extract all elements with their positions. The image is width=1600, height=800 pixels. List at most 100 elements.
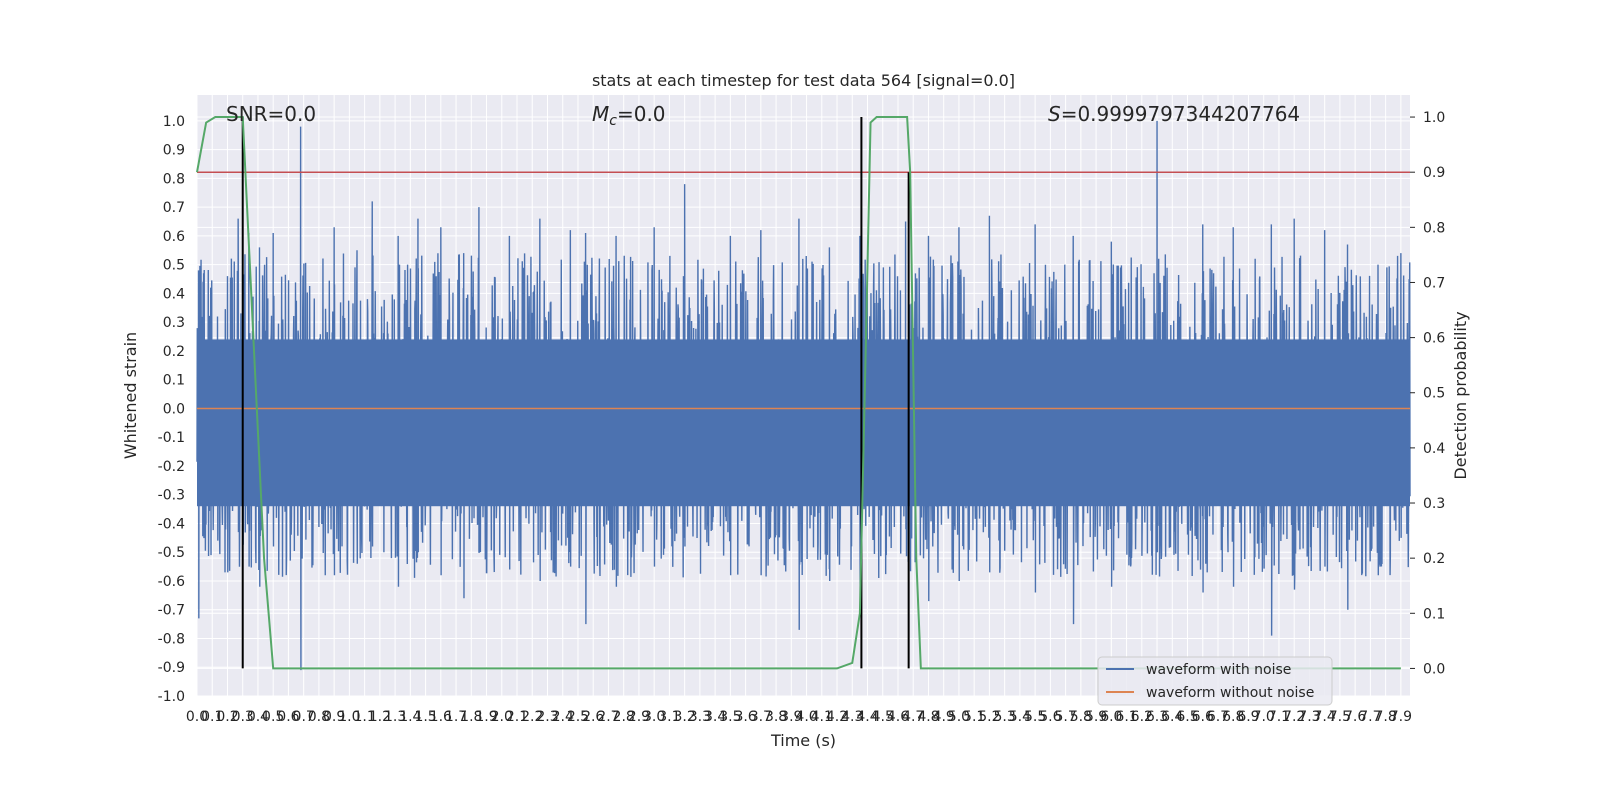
y-tick-label: 0.5 <box>163 258 185 274</box>
x-tick-label: 7.5 <box>1329 709 1351 725</box>
x-tick-label: 1.4 <box>399 709 421 725</box>
y2-tick-label: 0.1 <box>1423 606 1445 622</box>
mc-value: =0.0 <box>617 102 666 126</box>
x-tick-label: 1.8 <box>460 709 482 725</box>
x-tick-label: 5.2 <box>978 709 1000 725</box>
x-tick-label: 4.8 <box>917 709 939 725</box>
x-tick-label: 4.5 <box>872 709 894 725</box>
y-tick-label: 0.2 <box>163 344 185 360</box>
x-tick-label: 5.5 <box>1024 709 1046 725</box>
x-tick-label: 6.5 <box>1176 709 1198 725</box>
x-tick-label: 3.2 <box>674 709 696 725</box>
x-tick-label: 2.8 <box>613 709 635 725</box>
x-tick-label: 6.0 <box>1100 709 1122 725</box>
annotation-snr: SNR=0.0 <box>226 102 316 126</box>
x-tick-label: 4.3 <box>841 709 863 725</box>
series-detection-probability <box>196 116 1401 670</box>
x-tick-label: 6.2 <box>1131 709 1153 725</box>
x-tick-label: 0.3 <box>232 709 254 725</box>
mc-symbol: M <box>592 102 609 126</box>
y-tick-label: 1.0 <box>163 114 185 130</box>
x-tick-label: 7.1 <box>1268 709 1290 725</box>
waveform-with-noise-band <box>197 339 1410 507</box>
x-tick-label: 0.7 <box>293 709 315 725</box>
y2-tick-label: 0.9 <box>1423 165 1445 181</box>
x-tick-label: 0.8 <box>308 709 330 725</box>
x-tick-label: 5.3 <box>994 709 1016 725</box>
x-tick-label: 7.0 <box>1253 709 1275 725</box>
x-tick-label: 5.1 <box>963 709 985 725</box>
series-waveform-with-noise <box>196 120 1411 671</box>
x-tick-label: 4.4 <box>856 709 878 725</box>
y-tick-label: -0.6 <box>158 574 185 590</box>
x-tick-label: 6.9 <box>1237 709 1259 725</box>
x-tick-label: 3.1 <box>658 709 680 725</box>
y-tick-label: 0.9 <box>163 143 185 159</box>
x-tick-label: 6.8 <box>1222 709 1244 725</box>
y-tick-label: 0.1 <box>163 373 185 389</box>
y-tick-label: -0.9 <box>158 660 185 676</box>
y-tick-label: -0.1 <box>158 430 185 446</box>
x-tick-label: 5.4 <box>1009 709 1031 725</box>
s-symbol: S <box>1048 102 1061 126</box>
x-tick-label: 0.1 <box>201 709 223 725</box>
chart-title: stats at each timestep for test data 564… <box>592 71 1015 90</box>
y-axis-ticks: -1.0 -0.9 -0.8 -0.7 -0.6 -0.5 -0.4 -0.3 -0.2 -0.1… <box>158 114 185 705</box>
x-tick-label: 2.7 <box>597 709 619 725</box>
y2-tick-label: 0.3 <box>1423 496 1445 512</box>
x-tick-label: 2.0 <box>491 709 513 725</box>
x-tick-label: 4.1 <box>811 709 833 725</box>
x-tick-label: 5.9 <box>1085 709 1107 725</box>
mc-subscript: c <box>609 113 617 129</box>
x-tick-label: 1.7 <box>445 709 467 725</box>
x-tick-label: 6.7 <box>1207 709 1229 725</box>
s-value: =0.9999797344207764 <box>1061 102 1300 126</box>
y-tick-label: -0.3 <box>158 488 185 504</box>
annotation-score: S=0.9999797344207764 <box>1048 102 1300 126</box>
x-tick-label: 1.6 <box>430 709 452 725</box>
y2-axis-label: Detection probability <box>1451 311 1470 479</box>
x-axis-ticks: 0.00.10.20.30.40.50.60.70.80.91.01.11.21… <box>186 709 1412 725</box>
x-tick-label: 2.6 <box>582 709 604 725</box>
y2-tick-label: 0.2 <box>1423 551 1445 567</box>
x-tick-label: 7.9 <box>1390 709 1412 725</box>
annotation-chirp-mass: Mc=0.0 <box>592 102 666 129</box>
y-tick-label: -0.4 <box>158 516 185 532</box>
legend-box <box>1097 656 1333 706</box>
x-tick-label: 7.4 <box>1314 709 1336 725</box>
x-tick-label: 3.6 <box>734 709 756 725</box>
x-tick-label: 4.7 <box>902 709 924 725</box>
x-tick-label: 1.2 <box>369 709 391 725</box>
x-tick-label: 0.4 <box>247 709 269 725</box>
detection-probability-line <box>196 116 1401 670</box>
x-tick-label: 2.3 <box>536 709 558 725</box>
y2-tick-label: 0.0 <box>1423 661 1445 677</box>
x-tick-label: 5.6 <box>1039 709 1061 725</box>
y-tick-label: 0.7 <box>163 200 185 216</box>
x-tick-label: 7.7 <box>1359 709 1381 725</box>
x-tick-label: 1.9 <box>475 709 497 725</box>
y2-tick-label: 0.8 <box>1423 220 1445 236</box>
y-tick-label: -0.7 <box>158 603 185 619</box>
y-axis-label: Whitened strain <box>121 332 140 459</box>
x-tick-label: 7.8 <box>1374 709 1396 725</box>
x-tick-label: 6.4 <box>1161 709 1183 725</box>
y-tick-label: -0.2 <box>158 459 185 475</box>
x-tick-label: 2.9 <box>628 709 650 725</box>
x-tick-label: 4.0 <box>795 709 817 725</box>
x-tick-label: 2.2 <box>521 709 543 725</box>
x-tick-label: 1.0 <box>338 709 360 725</box>
x-tick-label: 4.9 <box>933 709 955 725</box>
y-tick-label: 0.6 <box>163 229 185 245</box>
y-tick-label: 0.3 <box>163 315 185 331</box>
x-tick-label: 0.2 <box>216 709 238 725</box>
x-tick-label: 0.6 <box>277 709 299 725</box>
legend: waveform with noise waveform without noi… <box>1097 656 1333 706</box>
legend-entry-noise: waveform with noise <box>1146 662 1291 678</box>
x-tick-label: 5.8 <box>1070 709 1092 725</box>
x-tick-label: 3.7 <box>750 709 772 725</box>
x-tick-label: 3.9 <box>780 709 802 725</box>
x-axis-label: Time (s) <box>770 731 836 750</box>
y-tick-label: -1.0 <box>158 689 185 705</box>
